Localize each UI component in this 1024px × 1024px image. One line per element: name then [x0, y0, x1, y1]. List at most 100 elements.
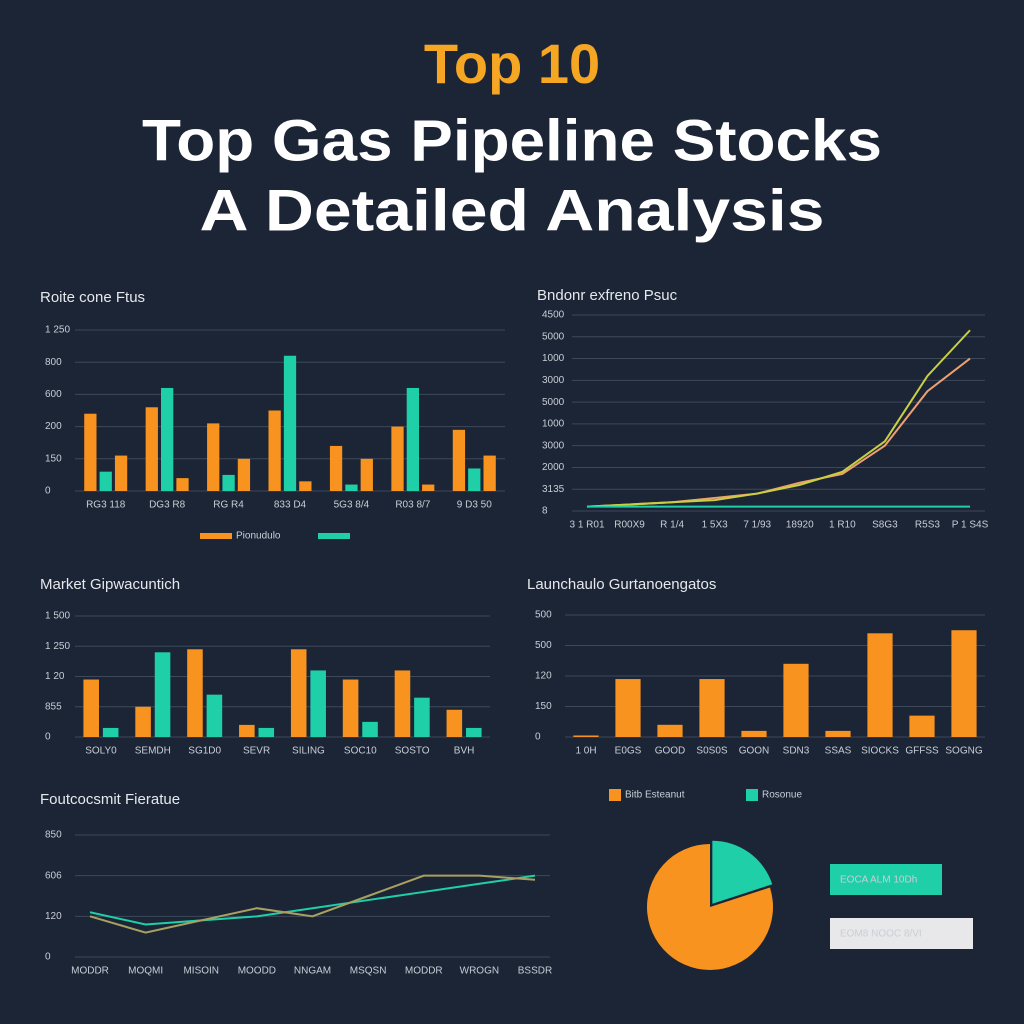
- x-tick-label: GFFSS: [905, 746, 939, 757]
- bar: [222, 474, 235, 491]
- legend-swatch: [609, 789, 621, 801]
- legend-box: [830, 864, 942, 895]
- bar: [657, 724, 683, 737]
- bar: [825, 730, 851, 737]
- y-tick-label: 3000: [542, 440, 565, 451]
- bar: [360, 458, 373, 491]
- chart-title: Foutcocsmit Fieratue: [40, 791, 180, 808]
- x-tick-label: BVH: [454, 746, 475, 757]
- bar: [206, 694, 223, 737]
- x-tick-label: GOOD: [655, 746, 686, 757]
- x-tick-label: GOON: [739, 746, 770, 757]
- x-tick-label: R00X9: [614, 520, 645, 531]
- legend-swatch: [746, 789, 758, 801]
- y-tick-label: 5000: [542, 397, 565, 408]
- bar: [154, 652, 171, 737]
- legend-label: EOCA ALM 10Dh: [840, 875, 917, 886]
- y-tick-label: 500: [535, 610, 552, 621]
- y-tick-label: 1 250: [45, 641, 70, 652]
- y-tick-label: 8: [542, 506, 548, 517]
- chart-title: Bndonr exfreno Psuc: [537, 287, 678, 304]
- bar: [102, 727, 119, 737]
- bar: [483, 455, 496, 491]
- x-tick-label: RG3 118: [86, 500, 126, 511]
- x-tick-label: 5G3 8/4: [334, 500, 370, 511]
- bar: [573, 735, 599, 737]
- x-tick-label: NNGAM: [294, 966, 331, 977]
- bar: [867, 633, 893, 737]
- x-tick-label: MSQSN: [350, 966, 387, 977]
- y-tick-label: 4500: [542, 310, 565, 321]
- x-tick-label: SOC10: [344, 746, 377, 757]
- y-tick-label: 120: [45, 911, 62, 922]
- bar: [135, 706, 151, 737]
- y-tick-label: 1 20: [45, 671, 65, 682]
- y-tick-label: 850: [45, 830, 62, 841]
- bar: [83, 679, 99, 737]
- chart-title: Roite cone Ftus: [40, 289, 145, 306]
- bar: [99, 471, 112, 491]
- bar: [145, 407, 158, 491]
- x-tick-label: MODDR: [405, 966, 443, 977]
- x-tick-label: MOQMI: [128, 966, 163, 977]
- y-tick-label: 1 250: [45, 325, 70, 336]
- y-tick-label: 606: [45, 870, 62, 881]
- pie-slice: [712, 840, 773, 904]
- x-tick-label: MOODD: [238, 966, 276, 977]
- x-tick-label: SG1D0: [188, 746, 221, 757]
- x-tick-label: DG3 R8: [149, 500, 186, 511]
- x-tick-label: R03 8/7: [395, 500, 430, 511]
- x-tick-label: SOLY0: [85, 746, 117, 757]
- bar: [362, 721, 378, 737]
- bar: [299, 481, 312, 491]
- bar: [394, 670, 411, 737]
- y-tick-label: 200: [45, 421, 62, 432]
- x-tick-label: SILING: [292, 746, 325, 757]
- y-tick-label: 1000: [542, 419, 565, 430]
- x-tick-label: WROGN: [460, 966, 499, 977]
- x-tick-label: MODDR: [71, 966, 109, 977]
- bar: [615, 679, 641, 737]
- y-tick-label: 2000: [542, 462, 565, 473]
- title-line: A Detailed Analysis: [200, 178, 825, 243]
- chart-title: Market Gipwacuntich: [40, 576, 180, 593]
- y-tick-label: 3000: [542, 375, 565, 386]
- bar: [310, 670, 326, 737]
- legend-label: Rosonue: [762, 790, 802, 801]
- x-tick-label: SEMDH: [135, 746, 171, 757]
- legend-swatch: [200, 533, 232, 539]
- x-tick-label: 833 D4: [274, 500, 307, 511]
- bar: [207, 423, 220, 491]
- bar: [290, 649, 307, 737]
- x-tick-label: 7 1/93: [743, 520, 771, 531]
- bar: [422, 484, 435, 491]
- x-tick-label: SOSTO: [395, 746, 430, 757]
- bar: [391, 426, 404, 491]
- bar: [345, 484, 358, 491]
- chart-title: Launchaulo Gurtanoengatos: [527, 576, 716, 593]
- title-line: Top Gas Pipeline Stocks: [142, 108, 882, 173]
- bar: [909, 715, 935, 737]
- y-tick-label: 120: [535, 671, 552, 682]
- x-tick-label: S0S0S: [696, 746, 727, 757]
- bar: [468, 468, 481, 491]
- y-tick-label: 0: [535, 732, 541, 743]
- bar: [446, 709, 463, 737]
- bar: [414, 697, 430, 737]
- y-tick-label: 600: [45, 389, 62, 400]
- bar: [114, 455, 128, 491]
- y-tick-label: 1 500: [45, 611, 70, 622]
- legend-box: [830, 918, 973, 949]
- x-tick-label: E0GS: [615, 746, 642, 757]
- legend-label: Bitb Esteanut: [625, 790, 685, 801]
- x-tick-label: S8G3: [872, 520, 898, 531]
- x-tick-label: R5S3: [915, 520, 940, 531]
- kicker: Top 10: [424, 32, 600, 95]
- bar: [258, 727, 275, 737]
- y-tick-label: 500: [535, 640, 552, 651]
- x-tick-label: 1 0H: [575, 746, 596, 757]
- bar: [342, 679, 359, 737]
- y-tick-label: 800: [45, 357, 62, 368]
